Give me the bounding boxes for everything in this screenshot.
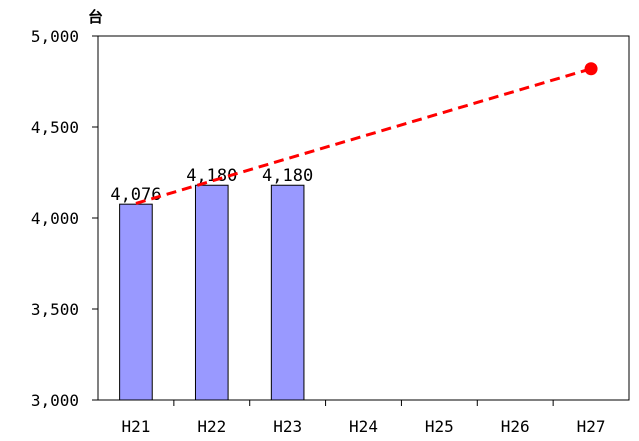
x-tick-label: H25 xyxy=(425,417,454,436)
y-tick-label: 3,500 xyxy=(31,300,79,319)
bar-H21 xyxy=(119,203,153,401)
trend-endpoint-marker xyxy=(584,62,598,76)
bar-series xyxy=(119,184,305,401)
data-label-H22: 4,180 xyxy=(186,166,237,186)
plot-area xyxy=(97,35,630,401)
data-label-H23: 4,180 xyxy=(262,166,313,186)
x-tick-label: H27 xyxy=(577,417,606,436)
bar-H23 xyxy=(270,184,305,401)
bar-H22 xyxy=(194,184,229,401)
data-labels: 4,076 4,180 4,180 xyxy=(110,166,313,205)
data-label-H21: 4,076 xyxy=(110,185,161,205)
y-tick-label: 5,000 xyxy=(31,27,79,46)
y-axis-unit-label: 台 xyxy=(88,8,103,26)
x-tick-label: H22 xyxy=(197,417,226,436)
trend-line xyxy=(135,67,592,205)
x-tick-label: H26 xyxy=(501,417,530,436)
y-tick-label: 4,500 xyxy=(31,118,79,137)
trend-line-series xyxy=(135,62,598,205)
x-tick-label: H23 xyxy=(273,417,302,436)
y-tick-label: 4,000 xyxy=(31,209,79,228)
y-tick-label: 3,000 xyxy=(31,391,79,410)
y-axis: 3,000 3,500 4,000 4,500 5,000 xyxy=(31,27,98,410)
x-tick-label: H24 xyxy=(349,417,378,436)
x-axis: H21 H22 H23 H24 H25 H26 H27 xyxy=(121,400,606,436)
x-tick-label: H21 xyxy=(121,417,150,436)
